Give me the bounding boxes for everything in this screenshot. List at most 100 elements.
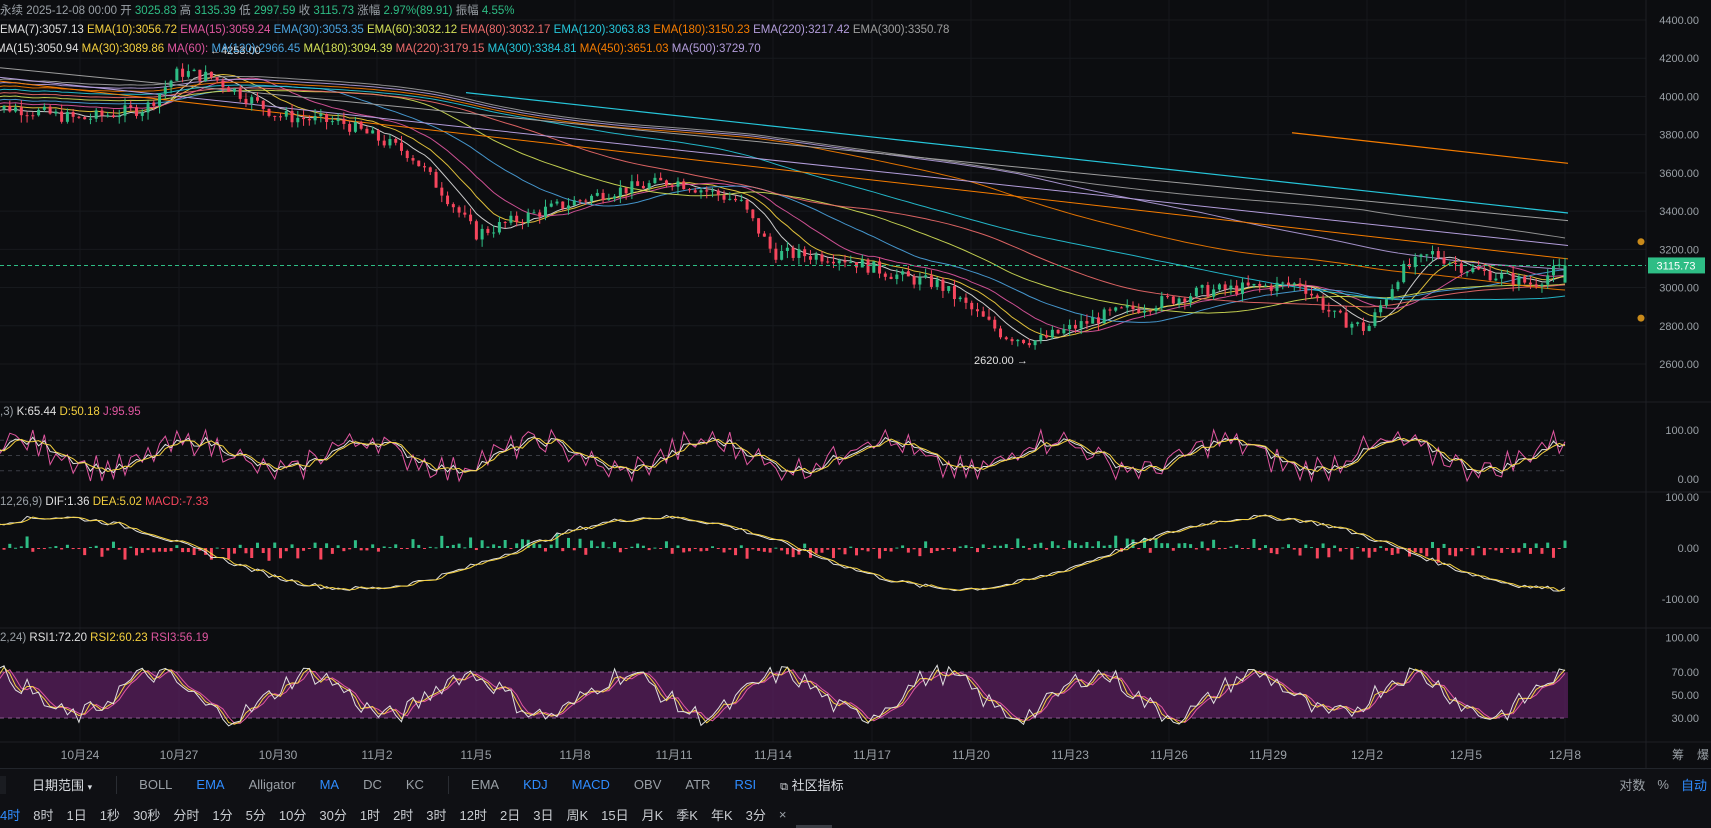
candle-body	[1448, 262, 1452, 264]
timeframe-5分[interactable]: 5分	[245, 807, 266, 823]
macd-histogram-bar	[1045, 548, 1049, 550]
macd-histogram-bar	[947, 548, 951, 549]
timeframe-1秒[interactable]: 1秒	[99, 807, 120, 823]
sub-indicator-ema[interactable]: EMA	[470, 777, 500, 792]
date-range-button[interactable]: 日期范围 ▾	[32, 775, 92, 794]
candle-body	[227, 87, 231, 92]
macd-histogram-bar	[1206, 548, 1210, 551]
candle-body	[831, 261, 835, 264]
timeframe-3日[interactable]: 3日	[533, 807, 554, 823]
timeframe-3时[interactable]: 3时	[426, 807, 447, 823]
timeframe-2日[interactable]: 2日	[500, 807, 521, 823]
close-icon[interactable]: ×	[778, 806, 787, 822]
chart-grid	[0, 0, 1711, 768]
auto-scale-button[interactable]: 自动	[1680, 778, 1707, 793]
main-indicator-boll[interactable]: BOLL	[139, 777, 173, 792]
candle-body	[808, 256, 812, 260]
candle-body	[336, 119, 340, 122]
sub-indicator-kdj[interactable]: KDJ	[523, 777, 548, 792]
candle-body	[307, 119, 311, 121]
legend-item: 12,26,9)	[0, 496, 45, 508]
timeframe-15日[interactable]: 15日	[601, 807, 629, 823]
macd-histogram-bar	[37, 548, 41, 549]
rsi-tick-label: 50.00	[1671, 690, 1699, 702]
community-indicators-label: 社区指标	[791, 778, 844, 793]
timeframe-周k[interactable]: 周K	[566, 807, 589, 823]
candle-body	[958, 297, 962, 300]
macd-histogram-bar	[889, 548, 893, 552]
legend-item: MA(220):3179.15	[396, 43, 488, 55]
sub-indicator-macd[interactable]: MACD	[571, 777, 610, 792]
candle-body	[785, 247, 789, 251]
timeframe-12时[interactable]: 12时	[459, 807, 487, 823]
main-indicator-dc[interactable]: DC	[363, 777, 382, 792]
log-scale-button[interactable]: 对数	[1619, 778, 1646, 793]
rsi1-line	[0, 664, 1566, 727]
macd-histogram-bar	[244, 548, 248, 554]
date-tick-label: 11月20	[952, 748, 990, 762]
main-indicator-ema[interactable]: EMA	[196, 777, 225, 792]
candle-body	[1338, 310, 1342, 313]
timeframe-4时[interactable]: 4时	[0, 807, 21, 823]
legend-item: MA(30):3089.86	[82, 43, 168, 55]
candle-body	[1563, 265, 1567, 283]
candle-body	[1212, 289, 1216, 297]
macd-histogram-bar	[1223, 548, 1227, 549]
candle-body	[791, 247, 795, 258]
macd-histogram-bar	[555, 533, 559, 548]
candle-body	[376, 130, 380, 141]
timeframe-2时[interactable]: 2时	[393, 807, 414, 823]
ema220-line	[0, 76, 1569, 247]
timeframe-3分[interactable]: 3分	[745, 807, 766, 823]
candle-body	[1269, 285, 1273, 291]
macd-histogram-bar	[135, 548, 139, 556]
timeframe-月k[interactable]: 月K	[641, 807, 664, 823]
timeframe-1时[interactable]: 1时	[359, 807, 381, 823]
macd-histogram-bar	[1350, 548, 1354, 560]
scroll-handle[interactable]	[796, 825, 832, 828]
timeframe-8时[interactable]: 8时	[33, 807, 54, 823]
candle-body	[330, 121, 334, 123]
timeframe-30秒[interactable]: 30秒	[132, 807, 161, 823]
macd-histogram-bar	[376, 548, 380, 552]
candle-body	[25, 115, 29, 117]
candle-body	[1523, 276, 1527, 283]
candle-body	[797, 249, 801, 258]
macd-histogram-bar	[993, 545, 997, 548]
main-indicator-alligator[interactable]: Alligator	[248, 777, 296, 792]
timeframe-年k[interactable]: 年K	[710, 807, 733, 823]
candle-body	[826, 261, 830, 263]
macd-histogram-bar	[1166, 543, 1170, 548]
macd-histogram-bar	[1246, 548, 1250, 549]
macd-histogram-bar	[279, 548, 283, 559]
sub-indicator-obv[interactable]: OBV	[633, 777, 662, 792]
legend-item: ,3)	[0, 406, 17, 418]
candle-body	[739, 199, 743, 201]
date-tick-label: 11月8	[559, 748, 590, 762]
macd-histogram-bar	[146, 548, 150, 551]
main-indicator-kc[interactable]: KC	[405, 777, 424, 792]
macd-histogram-bar	[348, 548, 352, 550]
macd-histogram-bar	[19, 546, 23, 548]
timeframe-1日[interactable]: 1日	[66, 807, 87, 823]
timeframe-季k[interactable]: 季K	[676, 807, 698, 823]
community-indicators-button[interactable]: ⧉ 社区指标	[780, 775, 844, 794]
main-indicator-ma[interactable]: MA	[319, 777, 340, 792]
candle-body	[1033, 340, 1037, 346]
candle-body	[711, 190, 715, 192]
high-marker-label: ←4253.00	[210, 45, 261, 57]
percent-scale-button[interactable]: %	[1657, 777, 1669, 792]
sub-indicator-rsi[interactable]: RSI	[734, 777, 757, 792]
macd-histogram-bar	[302, 548, 306, 551]
timeframe-1分[interactable]: 1分	[212, 807, 233, 823]
timeframe-分时[interactable]: 分时	[173, 807, 200, 823]
sub-indicator-atr[interactable]: ATR	[685, 777, 711, 792]
timeframe-10分[interactable]: 10分	[278, 807, 307, 823]
chip-distribution-button[interactable]: 筹	[1672, 748, 1684, 762]
timeframe-30分[interactable]: 30分	[319, 807, 347, 823]
candle-body	[1131, 305, 1135, 310]
liquidation-button[interactable]: 爆	[1697, 748, 1709, 762]
macd-histogram-bar	[428, 546, 432, 548]
macd-histogram-bar	[826, 548, 830, 550]
